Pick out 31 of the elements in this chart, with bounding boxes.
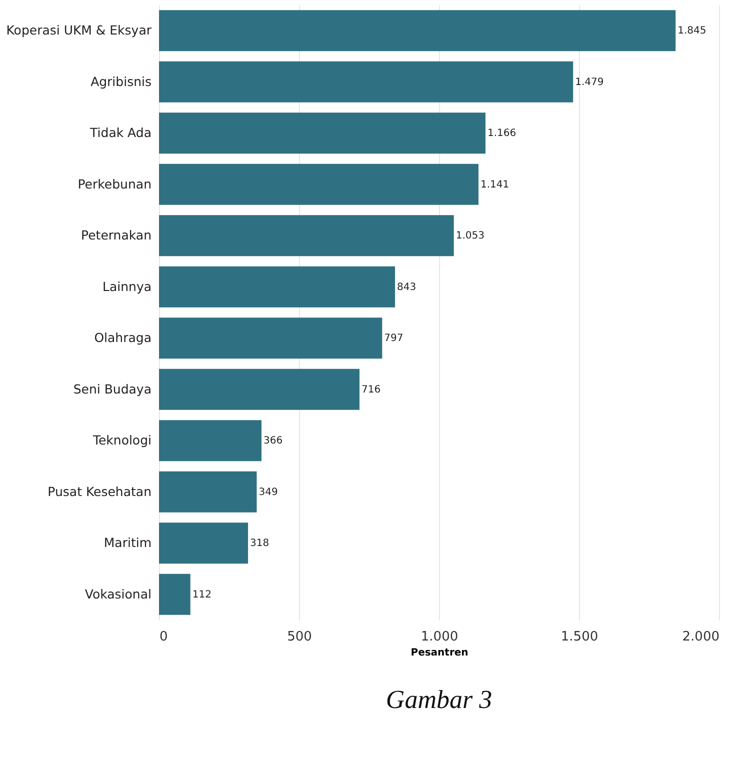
data-label: 112 — [192, 589, 212, 600]
y-tick-label: Pusat Kesehatan — [48, 484, 152, 499]
y-tick-label: Seni Budaya — [73, 381, 152, 396]
data-label: 1.141 — [480, 179, 510, 190]
data-label: 1.053 — [456, 230, 484, 242]
data-label: 366 — [263, 436, 283, 447]
data-label: 716 — [361, 384, 381, 396]
y-tick-label: Koperasi UKM & Eksyar — [6, 22, 152, 38]
x-tick-label: 2.000 — [682, 630, 720, 644]
data-label: 1.166 — [487, 128, 516, 140]
data-label: 1.479 — [575, 76, 604, 88]
text: Gambar 3 — [386, 685, 492, 714]
data-label: 318 — [250, 538, 270, 550]
data-label: 843 — [397, 282, 416, 293]
y-tick-label: Peternakan — [81, 228, 152, 243]
y-tick-label: Lainnya — [102, 278, 152, 294]
y-tick-label: Agribisnis — [90, 74, 152, 89]
y-tick-label: Teknologi — [92, 432, 152, 448]
x-axis-title: Pesantren — [410, 648, 468, 658]
y-tick-label: Tidak Ada — [89, 125, 152, 140]
data-label: 797 — [384, 333, 404, 344]
y-tick-label: Perkebunan — [78, 176, 152, 192]
x-tick-label: 1.000 — [420, 630, 458, 644]
data-label: 1.845 — [678, 26, 706, 37]
y-tick-label: Olahraga — [94, 330, 152, 346]
data-label: 349 — [258, 486, 278, 498]
x-tick-label: 500 — [287, 630, 312, 644]
x-tick-label: 0 — [160, 630, 168, 644]
x-tick-label: 1.500 — [560, 630, 598, 644]
y-tick-label: Maritim — [104, 535, 152, 550]
y-tick-label: Vokasional — [84, 586, 152, 602]
